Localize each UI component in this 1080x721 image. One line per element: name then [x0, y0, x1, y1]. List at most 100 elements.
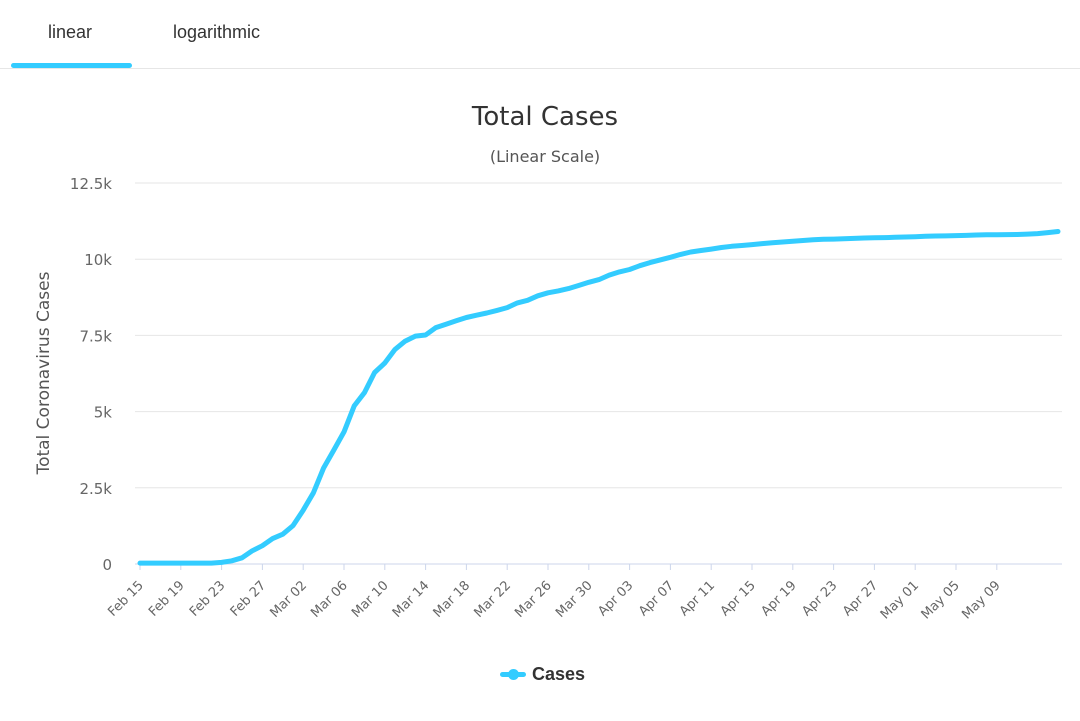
data-point[interactable]: [648, 260, 653, 265]
data-point[interactable]: [984, 232, 989, 237]
x-tick-label: Feb 19: [146, 578, 188, 620]
data-point[interactable]: [525, 298, 530, 303]
data-point[interactable]: [780, 240, 785, 245]
y-tick-label: 5k: [94, 404, 113, 422]
data-point[interactable]: [709, 247, 714, 252]
data-point[interactable]: [280, 532, 285, 537]
data-point[interactable]: [688, 250, 693, 255]
data-point[interactable]: [852, 236, 857, 241]
data-point[interactable]: [831, 237, 836, 242]
data-point[interactable]: [821, 237, 826, 242]
data-point[interactable]: [444, 322, 449, 327]
data-point[interactable]: [321, 466, 326, 471]
data-point[interactable]: [729, 244, 734, 249]
data-point[interactable]: [484, 311, 489, 316]
data-point[interactable]: [515, 300, 520, 305]
y-tick-label: 0: [102, 556, 112, 574]
legend-label: Cases: [532, 663, 586, 684]
data-point[interactable]: [413, 334, 418, 339]
data-point[interactable]: [342, 429, 347, 434]
tab-linear[interactable]: linear: [48, 22, 93, 42]
data-point[interactable]: [168, 561, 173, 566]
data-point[interactable]: [546, 290, 551, 295]
data-point[interactable]: [892, 235, 897, 240]
series-line-cases[interactable]: [137, 229, 1061, 566]
data-point[interactable]: [586, 280, 591, 285]
data-point[interactable]: [474, 313, 479, 318]
data-point[interactable]: [229, 558, 234, 563]
data-point[interactable]: [260, 543, 265, 548]
data-point[interactable]: [719, 245, 724, 250]
data-point[interactable]: [1025, 232, 1030, 237]
data-point[interactable]: [423, 333, 428, 338]
data-point[interactable]: [1005, 232, 1010, 237]
data-point[interactable]: [903, 235, 908, 240]
data-point[interactable]: [250, 548, 255, 553]
data-point[interactable]: [372, 370, 377, 375]
data-point[interactable]: [270, 536, 275, 541]
data-point[interactable]: [597, 277, 602, 282]
data-point[interactable]: [1035, 231, 1040, 236]
data-point[interactable]: [576, 283, 581, 288]
data-point[interactable]: [862, 236, 867, 241]
data-point[interactable]: [872, 235, 877, 240]
data-point[interactable]: [433, 325, 438, 330]
tab-logarithmic[interactable]: logarithmic: [173, 22, 261, 42]
data-point[interactable]: [770, 240, 775, 245]
data-point[interactable]: [954, 233, 959, 238]
data-point[interactable]: [1045, 230, 1050, 235]
data-point[interactable]: [617, 269, 622, 274]
data-point[interactable]: [739, 243, 744, 248]
data-point[interactable]: [199, 561, 204, 566]
data-point[interactable]: [393, 347, 398, 352]
data-point[interactable]: [219, 560, 224, 565]
data-point[interactable]: [923, 234, 928, 239]
data-point[interactable]: [403, 339, 408, 344]
data-point[interactable]: [301, 508, 306, 513]
data-point[interactable]: [974, 233, 979, 238]
data-point[interactable]: [240, 555, 245, 560]
x-tick-label: Apr 27: [840, 578, 881, 619]
data-point[interactable]: [913, 234, 918, 239]
data-point[interactable]: [362, 390, 367, 395]
data-point[interactable]: [760, 241, 765, 246]
data-point[interactable]: [209, 561, 214, 566]
data-point[interactable]: [382, 361, 387, 366]
data-point[interactable]: [678, 252, 683, 257]
data-point[interactable]: [291, 523, 296, 528]
data-point[interactable]: [189, 561, 194, 566]
data-point[interactable]: [454, 318, 459, 323]
data-point[interactable]: [882, 235, 887, 240]
data-point[interactable]: [933, 234, 938, 239]
data-point[interactable]: [505, 305, 510, 310]
data-point[interactable]: [994, 232, 999, 237]
data-point[interactable]: [943, 233, 948, 238]
data-point[interactable]: [637, 263, 642, 268]
data-point[interactable]: [964, 233, 969, 238]
data-point[interactable]: [1056, 229, 1061, 234]
data-point[interactable]: [607, 273, 612, 278]
data-point[interactable]: [158, 561, 163, 566]
data-point[interactable]: [801, 238, 806, 243]
data-point[interactable]: [535, 293, 540, 298]
data-point[interactable]: [138, 561, 143, 566]
data-point[interactable]: [841, 236, 846, 241]
data-point[interactable]: [699, 248, 704, 253]
data-point[interactable]: [627, 267, 632, 272]
data-point[interactable]: [352, 403, 357, 408]
data-point[interactable]: [658, 257, 663, 262]
data-point[interactable]: [311, 490, 316, 495]
data-point[interactable]: [556, 288, 561, 293]
data-point[interactable]: [148, 561, 153, 566]
data-point[interactable]: [464, 315, 469, 320]
data-point[interactable]: [811, 237, 816, 242]
data-point[interactable]: [495, 308, 500, 313]
data-point[interactable]: [668, 255, 673, 260]
data-point[interactable]: [750, 242, 755, 247]
data-point[interactable]: [178, 561, 183, 566]
data-point[interactable]: [566, 286, 571, 291]
legend-item-cases[interactable]: Cases: [500, 662, 585, 686]
data-point[interactable]: [790, 239, 795, 244]
data-point[interactable]: [331, 448, 336, 453]
data-point[interactable]: [1015, 232, 1020, 237]
